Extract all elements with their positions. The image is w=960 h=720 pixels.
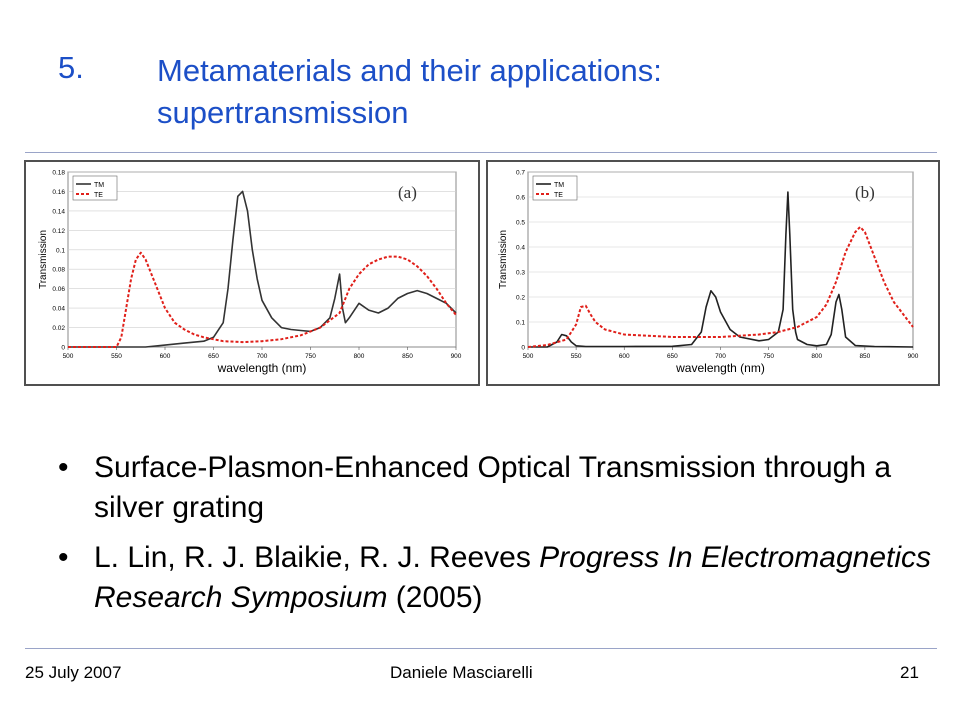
panel-label: (a) — [398, 183, 417, 202]
y-tick-label: 0.5 — [516, 220, 525, 227]
y-axis-label: Transmission — [498, 230, 509, 289]
chart-a: 0 0.02 0.04 0.06 0.08 0.1 0.12 0.14 0.16 0.18 500 5… — [38, 170, 462, 376]
chart-panel-a: 0 0.02 0.04 0.06 0.08 0.1 0.12 0.14 0.16 0.18 500 5… — [24, 160, 480, 386]
y-tick-label: 0.18 — [52, 170, 65, 177]
x-tick-label: 900 — [451, 353, 462, 360]
bullet-text: Surface-Plasmon-Enhanced Optical Transmi… — [94, 451, 892, 524]
legend-box — [72, 175, 118, 201]
legend-box — [532, 175, 578, 201]
y-tick-label: 0.12 — [52, 228, 65, 235]
y-tick-label: 0.3 — [516, 270, 525, 277]
x-tick-label: 600 — [160, 353, 171, 360]
bottom-rule — [25, 648, 937, 649]
bullet-item: • L. Lin, R. J. Blaikie, R. J. Reeves Pr… — [58, 538, 938, 618]
y-tick-label: 0.7 — [516, 170, 525, 177]
journal-name: Progress In Electromagnetics Research Sy… — [94, 541, 932, 614]
y-tick-label: 0.2 — [516, 295, 525, 302]
bullet-list: • Surface-Plasmon-Enhanced Optical Trans… — [58, 448, 938, 628]
y-tick-label: 0.1 — [56, 247, 65, 254]
series-line-te — [527, 226, 914, 348]
footer-page: 21 — [900, 663, 919, 682]
x-tick-label: 650 — [667, 353, 678, 360]
bullet-text: L. Lin, R. J. Blaikie, R. J. Reeves — [94, 541, 540, 574]
x-axis-label: wavelength (nm) — [675, 361, 765, 375]
x-tick-label: 900 — [908, 353, 919, 360]
slide-title: Metamaterials and their applications: su… — [157, 53, 662, 130]
legend-label: TE — [554, 192, 563, 199]
x-tick-label: 750 — [763, 353, 774, 360]
x-tick-label: 800 — [811, 353, 822, 360]
plot-area — [67, 171, 457, 348]
footer-date: 25 July 2007 — [25, 663, 122, 682]
series-line-te — [68, 251, 457, 348]
footer-author: Daniele Masciarelli — [390, 663, 533, 682]
top-rule — [25, 152, 937, 153]
bullet-item: • Surface-Plasmon-Enhanced Optical Trans… — [58, 448, 938, 528]
x-tick-label: 700 — [257, 353, 268, 360]
legend-label: TM — [554, 182, 564, 189]
x-tick-label: 500 — [523, 353, 534, 360]
x-tick-label: 600 — [619, 353, 630, 360]
chart-b: 0 0.1 0.2 0.3 0.4 0.5 0.6 0.7 500 550 600 650 700 750… — [498, 170, 919, 376]
y-tick-label: 0.02 — [52, 325, 65, 332]
x-tick-label: 500 — [63, 353, 74, 360]
y-tick-label: 0.06 — [52, 286, 65, 293]
y-tick-label: 0.6 — [516, 195, 525, 202]
y-tick-label: 0 — [61, 345, 65, 352]
x-tick-label: 850 — [402, 353, 413, 360]
panel-label: (b) — [855, 183, 875, 202]
y-axis-label: Transmission — [38, 230, 49, 289]
x-tick-label: 550 — [571, 353, 582, 360]
slide-title-number: 5. — [58, 50, 84, 85]
legend-label: TE — [94, 192, 103, 199]
x-tick-label: 700 — [715, 353, 726, 360]
bullet-dot: • — [58, 541, 69, 574]
y-tick-label: 0 — [521, 345, 525, 352]
series-line-tm — [68, 190, 457, 348]
x-tick-label: 750 — [305, 353, 316, 360]
y-tick-label: 0.1 — [516, 320, 525, 327]
x-axis-label: wavelength (nm) — [217, 361, 307, 375]
y-tick-label: 0.14 — [52, 208, 65, 215]
x-tick-label: 550 — [111, 353, 122, 360]
x-tick-label: 800 — [354, 353, 365, 360]
legend-label: TM — [94, 182, 104, 189]
plot-area — [527, 171, 914, 348]
y-tick-label: 0.16 — [52, 189, 65, 196]
y-tick-label: 0.08 — [52, 267, 65, 274]
bullet-year: (2005) — [387, 581, 483, 614]
bullet-dot: • — [58, 451, 69, 484]
x-tick-label: 850 — [859, 353, 870, 360]
series-line-tm — [528, 191, 914, 348]
x-tick-label: 650 — [208, 353, 219, 360]
y-tick-label: 0.04 — [52, 306, 65, 313]
chart-panel-b: 0 0.1 0.2 0.3 0.4 0.5 0.6 0.7 500 550 600 650 700 750… — [486, 160, 940, 386]
y-tick-label: 0.4 — [516, 245, 525, 252]
